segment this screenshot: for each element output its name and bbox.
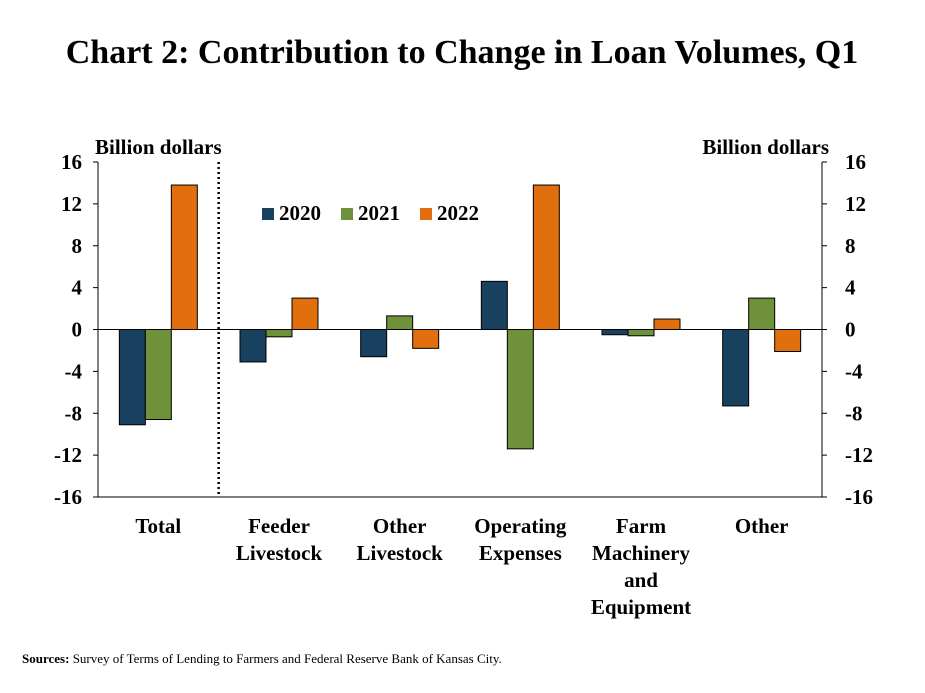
left-tick-label: 4 <box>72 276 83 300</box>
bar-2022-5 <box>774 329 802 352</box>
bar-2022-1 <box>291 297 319 330</box>
category-label-line: Operating <box>474 514 567 538</box>
left-tick-label: 12 <box>61 192 82 216</box>
category-label: Total <box>135 514 181 538</box>
category-label-line: Feeder <box>248 514 310 538</box>
left-tick-label: -4 <box>65 359 83 383</box>
bar-2022-2 <box>412 329 440 349</box>
left-tick-label: -12 <box>54 443 82 467</box>
chart-title: Chart 2: Contribution to Change in Loan … <box>66 34 859 71</box>
category-label-line: Livestock <box>357 541 444 565</box>
legend-swatch-2020 <box>262 208 274 220</box>
legend-label-2020: 2020 <box>279 201 321 225</box>
legend-swatch-2022 <box>420 208 432 220</box>
category-label: Feeder Livestock <box>236 514 323 565</box>
bar-2020-3 <box>480 280 508 330</box>
category-label-line: Expenses <box>479 541 562 565</box>
category-label-line: Machinery <box>592 541 690 565</box>
category-label-line: Other <box>373 514 427 538</box>
legend-label-2022: 2022 <box>437 201 479 225</box>
category-label-line: Livestock <box>236 541 323 565</box>
right-tick-label: -16 <box>845 485 873 509</box>
right-tick-label: -8 <box>845 401 863 425</box>
right-tick-label: 4 <box>845 276 856 300</box>
left-tick-label: 8 <box>72 234 83 258</box>
bar-2021-0 <box>144 329 172 421</box>
category-label: Operating Expenses <box>474 514 567 565</box>
bar-2021-4 <box>627 329 655 337</box>
bar-2021-3 <box>506 329 534 450</box>
bar-2020-0 <box>118 329 146 426</box>
legend-label-2021: 2021 <box>358 201 400 225</box>
bar-2020-5 <box>722 329 750 407</box>
left-tick-label: 0 <box>72 318 83 342</box>
right-tick-label: 16 <box>845 150 866 174</box>
source-note: Sources: Survey of Terms of Lending to F… <box>22 651 502 666</box>
category-label-line: Other <box>735 514 789 538</box>
left-tick-label: -8 <box>65 401 83 425</box>
bar-2022-0 <box>170 184 198 330</box>
source-text: Survey of Terms of Lending to Farmers an… <box>69 651 501 666</box>
bar-2022-3 <box>532 184 560 330</box>
bar-2021-2 <box>386 315 414 330</box>
category-label: Other <box>735 514 789 538</box>
category-label-line: Farm <box>616 514 667 538</box>
category-label-line: Equipment <box>591 595 691 619</box>
category-label-line: Total <box>135 514 181 538</box>
bar-2021-5 <box>748 297 776 330</box>
right-tick-label: -4 <box>845 359 863 383</box>
plot-area: 16 16 12 12 8 8 4 4 0 0 -4 -4 -8 -8 -12 -12 -16 -16 Total F… <box>54 150 873 619</box>
source-label: Sources: <box>22 651 69 666</box>
bar-2022-4 <box>653 318 681 330</box>
bar-2021-1 <box>265 329 293 338</box>
legend-swatch-2021 <box>341 208 353 220</box>
category-label: Other Livestock <box>357 514 444 565</box>
bar-2020-1 <box>239 329 267 363</box>
right-axis-unit-label: Billion dollars <box>702 135 829 159</box>
left-axis-unit-label: Billion dollars <box>95 135 222 159</box>
right-tick-label: 8 <box>845 234 856 258</box>
right-tick-label: 12 <box>845 192 866 216</box>
bar-2020-4 <box>601 329 629 336</box>
left-tick-label: -16 <box>54 485 82 509</box>
right-tick-label: -12 <box>845 443 873 467</box>
right-tick-label: 0 <box>845 318 856 342</box>
category-label-line: and <box>624 568 658 592</box>
left-tick-label: 16 <box>61 150 82 174</box>
category-label: Farm Machinery and Equipment <box>591 514 691 619</box>
bar-2020-2 <box>360 329 388 358</box>
